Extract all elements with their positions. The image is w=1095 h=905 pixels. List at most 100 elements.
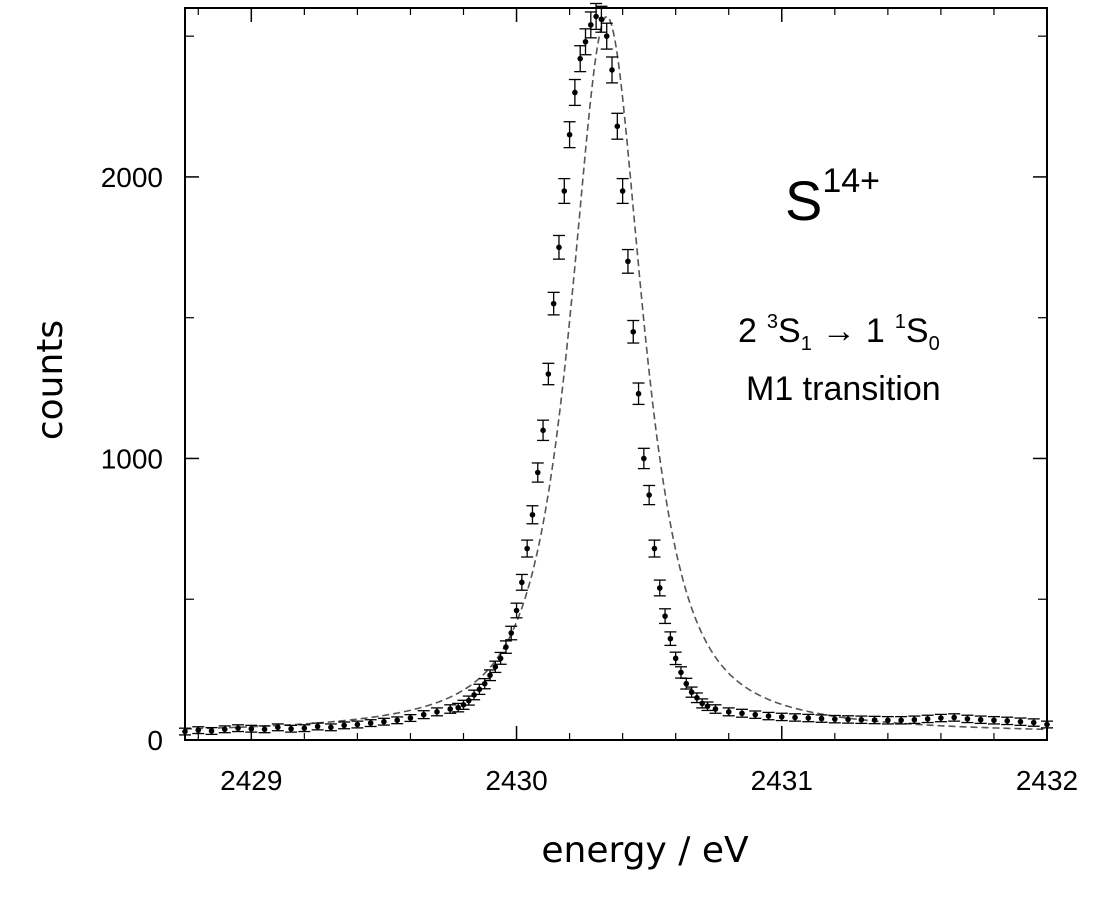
data-point — [232, 724, 245, 733]
data-point — [815, 714, 828, 723]
data-point — [494, 651, 507, 665]
data-point — [391, 716, 404, 725]
data-marker — [667, 635, 674, 642]
data-marker — [354, 721, 361, 728]
data-marker — [991, 717, 997, 724]
data-point — [842, 715, 855, 724]
data-point — [637, 447, 650, 470]
data-marker — [420, 711, 427, 718]
data-point — [489, 660, 502, 674]
data-point — [552, 234, 565, 260]
data-point — [974, 715, 987, 725]
data-point — [285, 724, 298, 733]
data-marker — [646, 492, 652, 498]
data-marker — [524, 545, 530, 552]
data-point — [934, 713, 947, 723]
data-marker — [235, 725, 241, 731]
y-tick-label: 0 — [147, 725, 163, 756]
data-point — [621, 248, 634, 274]
data-point — [311, 722, 324, 731]
data-point — [351, 720, 364, 729]
data-marker — [911, 716, 918, 723]
data-marker — [619, 188, 626, 194]
x-tick-label: 2430 — [485, 765, 547, 796]
data-marker — [519, 579, 525, 586]
data-point — [515, 573, 528, 591]
lower-multiplicity: 1 — [895, 311, 906, 333]
data-marker — [739, 710, 745, 717]
data-marker — [858, 716, 865, 723]
data-marker — [497, 655, 504, 662]
data-marker — [598, 16, 605, 23]
data-marker — [725, 709, 732, 715]
data-point — [987, 715, 1000, 725]
data-point — [590, 2, 603, 31]
data-point — [659, 608, 672, 625]
data-marker — [487, 672, 493, 679]
ion-label: S14+ — [785, 162, 880, 232]
data-marker — [182, 728, 188, 735]
data-point — [218, 725, 231, 734]
data-point — [444, 704, 457, 714]
data-marker — [977, 716, 984, 723]
data-marker — [641, 455, 647, 462]
y-axis-title: counts — [30, 320, 71, 440]
data-point — [908, 715, 921, 725]
data-point — [701, 701, 714, 712]
data-marker — [603, 33, 610, 39]
data-marker — [492, 664, 499, 670]
y-tick-label: 2000 — [101, 162, 163, 193]
data-marker — [550, 300, 557, 307]
data-marker — [630, 328, 637, 335]
data-point — [537, 419, 550, 442]
data-point — [531, 462, 544, 483]
y-tick-label: 1000 — [101, 443, 163, 474]
data-point — [547, 291, 560, 316]
x-tick-label: 2429 — [220, 765, 282, 796]
data-point — [664, 631, 677, 647]
data-point — [789, 713, 802, 722]
tick-labels: 2429 2430 2431 2432 0 1000 2000 — [101, 162, 1078, 796]
data-marker — [561, 188, 568, 194]
upper-term: S — [778, 312, 801, 350]
data-point — [1041, 720, 1053, 729]
data-point — [478, 677, 491, 690]
data-point — [568, 78, 581, 107]
data-marker — [818, 715, 825, 722]
data-point — [192, 726, 205, 735]
transition-type: M1 transition — [746, 370, 941, 408]
data-marker — [447, 706, 454, 712]
data-point — [775, 712, 788, 722]
data-point — [430, 707, 443, 717]
data-point — [205, 726, 218, 736]
data-point — [643, 484, 656, 506]
data-marker — [301, 725, 308, 731]
data-point — [868, 715, 881, 725]
data-marker — [566, 131, 573, 138]
data-point — [722, 707, 735, 717]
data-marker — [588, 22, 594, 28]
data-marker — [481, 680, 488, 687]
data-marker — [683, 680, 690, 687]
data-marker — [1030, 719, 1037, 726]
data-point — [526, 505, 539, 525]
data-point — [377, 717, 390, 726]
data-marker — [614, 123, 621, 130]
data-point — [1014, 717, 1027, 727]
data-marker — [964, 716, 971, 722]
data-point — [1001, 716, 1014, 726]
data-marker — [625, 258, 631, 265]
data-marker — [678, 669, 684, 676]
data-point — [749, 710, 762, 719]
lower-n: 1 — [866, 312, 885, 350]
data-marker — [778, 714, 785, 720]
data-marker — [195, 727, 202, 733]
data-marker — [275, 724, 281, 731]
data-marker — [465, 697, 472, 704]
data-point — [271, 723, 284, 732]
data-marker — [434, 709, 440, 715]
data-marker — [805, 715, 812, 721]
lower-term: S — [906, 312, 929, 350]
data-marker — [394, 717, 400, 724]
